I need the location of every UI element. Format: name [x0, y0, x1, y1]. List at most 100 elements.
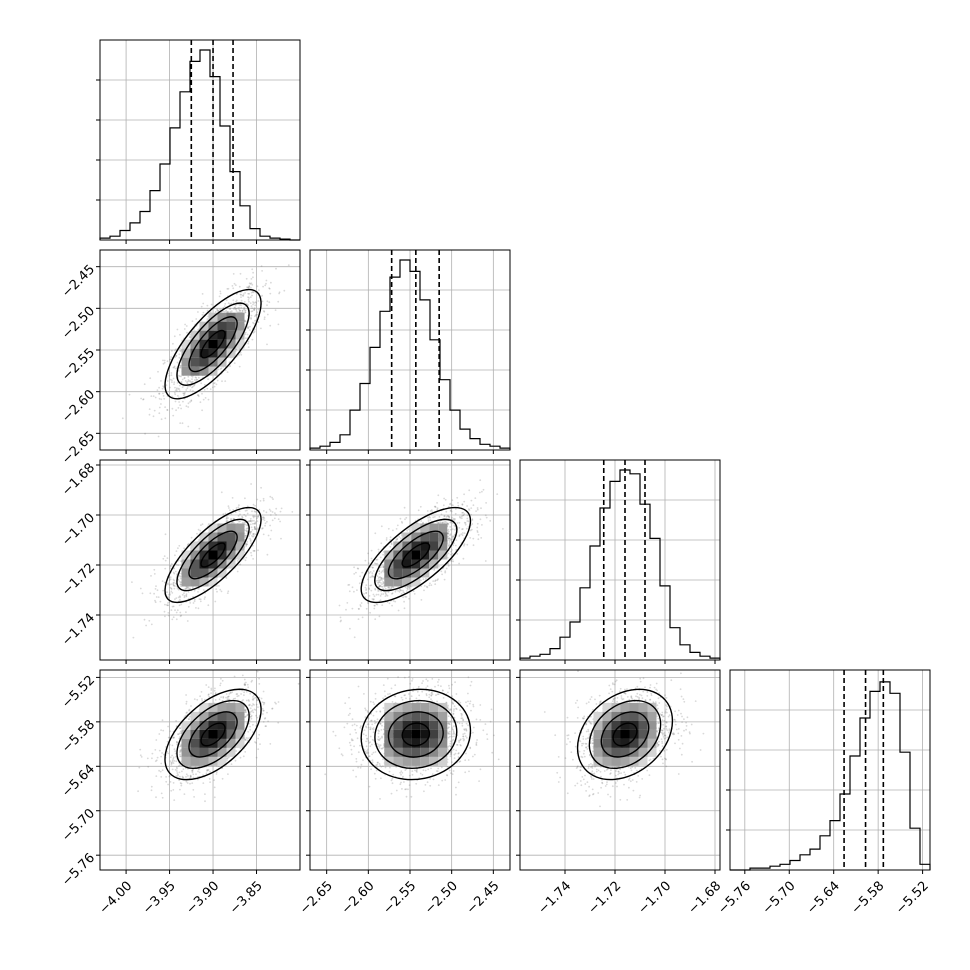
scatter-point	[442, 521, 445, 524]
scatter-point	[183, 592, 185, 595]
scatter-point	[219, 368, 222, 370]
scatter-point	[185, 712, 188, 714]
scatter-point	[177, 374, 180, 377]
scatter-point	[165, 604, 168, 606]
scatter-point	[351, 607, 354, 610]
scatter-point	[224, 512, 227, 515]
scatter-point	[380, 593, 383, 595]
density-cell	[190, 348, 200, 358]
scatter-point	[249, 296, 252, 298]
density-cell	[235, 339, 245, 349]
scatter-point	[254, 527, 256, 530]
scatter-point	[215, 771, 218, 773]
y-tick-label: −1.70	[59, 510, 98, 549]
scatter-point	[163, 361, 166, 364]
scatter-point	[254, 511, 257, 513]
scatter-point	[249, 532, 252, 535]
histogram-panel-2	[516, 459, 721, 664]
scatter-point	[217, 309, 220, 312]
scatter-point	[427, 519, 430, 522]
scatter-point	[249, 520, 251, 523]
scatter-point	[425, 577, 427, 580]
scatter-point	[475, 510, 477, 512]
scatter-point	[230, 518, 233, 520]
scatter-point	[183, 328, 186, 330]
scatter-point	[372, 593, 375, 596]
scatter-point	[251, 307, 254, 310]
scatter-point	[249, 283, 252, 285]
scatter-point	[251, 283, 254, 286]
scatter-point	[249, 531, 252, 533]
scatter-point	[199, 598, 202, 601]
scatter-point	[449, 550, 452, 553]
scatter-point	[368, 587, 370, 590]
scatter-point	[185, 325, 188, 327]
scatter-point	[217, 368, 220, 371]
scatter-point	[158, 397, 161, 400]
scatter-point	[252, 711, 255, 714]
scatter-point	[159, 770, 162, 773]
scatter-point	[172, 342, 174, 345]
scatter-point	[258, 289, 260, 292]
scatter-point	[391, 604, 393, 607]
scatter-point	[422, 578, 425, 581]
scatter-point	[158, 406, 161, 409]
scatter-point	[154, 599, 156, 602]
scatter-point	[257, 514, 260, 517]
scatter-point	[436, 502, 438, 504]
scatter-point	[163, 359, 166, 362]
scatter-point	[402, 596, 404, 599]
scatter-point	[220, 491, 223, 494]
contour-panel-3-0: −4.00 −3.95 −3.90 −3.85−5.76−5.70−5.64−5.58…	[59, 669, 301, 917]
scatter-point	[171, 395, 173, 398]
density-cell	[393, 541, 403, 551]
y-tick-label: −1.72	[59, 560, 98, 599]
scatter-point	[191, 320, 194, 323]
scatter-point	[257, 321, 260, 323]
scatter-point	[245, 529, 248, 532]
density-cell	[429, 541, 439, 551]
scatter-point	[256, 528, 259, 531]
scatter-point	[139, 587, 142, 590]
scatter-point	[261, 701, 264, 704]
scatter-point	[249, 531, 251, 534]
scatter-point	[381, 566, 383, 568]
scatter-point	[180, 603, 183, 606]
scatter-point	[420, 579, 422, 582]
scatter-point	[374, 532, 377, 535]
scatter-point	[156, 589, 159, 592]
scatter-point	[287, 264, 290, 266]
scatter-point	[253, 519, 255, 522]
scatter-point	[387, 591, 390, 593]
scatter-point	[482, 488, 485, 491]
scatter-point	[187, 406, 190, 408]
scatter-point	[166, 408, 169, 411]
scatter-point	[172, 782, 175, 784]
scatter-point	[277, 518, 280, 521]
scatter-point	[375, 563, 377, 565]
scatter-point	[174, 609, 176, 612]
scatter-point	[166, 360, 169, 363]
scatter-point	[226, 311, 229, 313]
scatter-point	[444, 520, 446, 523]
density-cell	[217, 339, 227, 349]
scatter-point	[173, 760, 176, 762]
scatter-point	[238, 308, 240, 311]
scatter-point	[188, 709, 190, 712]
scatter-point	[152, 415, 155, 418]
scatter-point	[349, 627, 351, 630]
scatter-point	[250, 318, 253, 320]
scatter-point	[374, 618, 377, 621]
scatter-point	[480, 507, 482, 510]
scatter-point	[256, 311, 259, 314]
density-cell	[217, 321, 227, 331]
scatter-point	[172, 582, 175, 584]
scatter-point	[251, 535, 253, 537]
scatter-point	[252, 533, 254, 535]
scatter-point	[143, 383, 146, 386]
scatter-point	[239, 520, 242, 522]
scatter-point	[269, 524, 271, 527]
scatter-point	[189, 389, 192, 391]
scatter-point	[168, 584, 171, 586]
scatter-point	[247, 296, 250, 299]
